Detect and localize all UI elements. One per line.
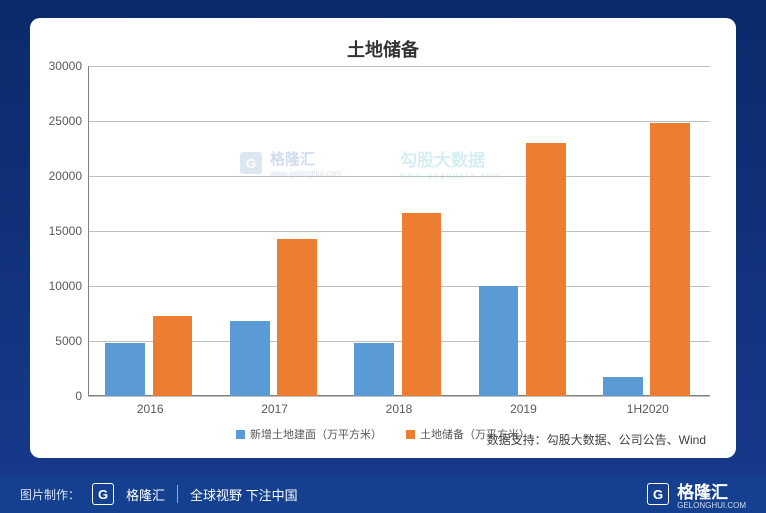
- x-tick-label: 2018: [386, 402, 413, 416]
- y-tick-label: 30000: [49, 59, 82, 73]
- chart-title: 土地储备: [56, 36, 710, 62]
- bar-group: 2018: [337, 66, 461, 396]
- x-tick-label: 2017: [261, 402, 288, 416]
- chart-card: 土地储备 05000100001500020000250003000020162…: [30, 18, 736, 458]
- bar-group: 2019: [461, 66, 585, 396]
- footer-divider: [177, 485, 178, 503]
- footer-slogan: 全球视野 下注中国: [190, 485, 298, 504]
- footer-logo-icon: G: [92, 483, 114, 505]
- footer-bar: 图片制作： G 格隆汇 全球视野 下注中国 G 格隆汇 GELONGHUI.CO…: [0, 475, 766, 513]
- chart-area: 0500010000150002000025000300002016201720…: [88, 66, 710, 396]
- y-tick-label: 10000: [49, 279, 82, 293]
- footer-right-logo-icon: G: [647, 483, 669, 505]
- footer-brand: 格隆汇: [126, 485, 165, 504]
- y-tick-label: 5000: [55, 334, 82, 348]
- x-tick-label: 2019: [510, 402, 537, 416]
- page-root: 土地储备 05000100001500020000250003000020162…: [0, 0, 766, 513]
- plot-region: 0500010000150002000025000300002016201720…: [88, 66, 710, 396]
- y-tick-label: 25000: [49, 114, 82, 128]
- bar: [277, 239, 317, 396]
- bar: [354, 343, 394, 396]
- legend-swatch: [406, 430, 415, 439]
- bar: [230, 321, 270, 396]
- x-tick-label: 1H2020: [627, 402, 669, 416]
- y-tick-label: 15000: [49, 224, 82, 238]
- bars-row: 20162017201820191H2020: [88, 66, 710, 396]
- x-tick-label: 2016: [137, 402, 164, 416]
- y-tick-label: 20000: [49, 169, 82, 183]
- bar: [650, 123, 690, 396]
- bar-group: 2016: [88, 66, 212, 396]
- legend-swatch: [236, 430, 245, 439]
- bar: [402, 213, 442, 396]
- data-source-line: 数据支持：勾股大数据、公司公告、Wind: [487, 431, 706, 448]
- bar: [153, 316, 193, 396]
- bar-group: 1H2020: [586, 66, 710, 396]
- footer-right-brand: G 格隆汇 GELONGHUI.COM: [647, 478, 746, 510]
- footer-label: 图片制作：: [20, 486, 80, 503]
- legend-item: 新增土地建面（万平方米）: [236, 426, 382, 442]
- bar: [479, 286, 519, 396]
- bar: [105, 343, 145, 396]
- footer-right-brand-text: 格隆汇: [677, 483, 728, 502]
- gridline: [88, 396, 710, 397]
- footer-right-sub: GELONGHUI.COM: [677, 501, 746, 510]
- bar: [526, 143, 566, 396]
- y-tick-label: 0: [75, 389, 82, 403]
- legend-label: 新增土地建面（万平方米）: [250, 426, 382, 442]
- bar: [603, 377, 643, 396]
- bar-group: 2017: [212, 66, 336, 396]
